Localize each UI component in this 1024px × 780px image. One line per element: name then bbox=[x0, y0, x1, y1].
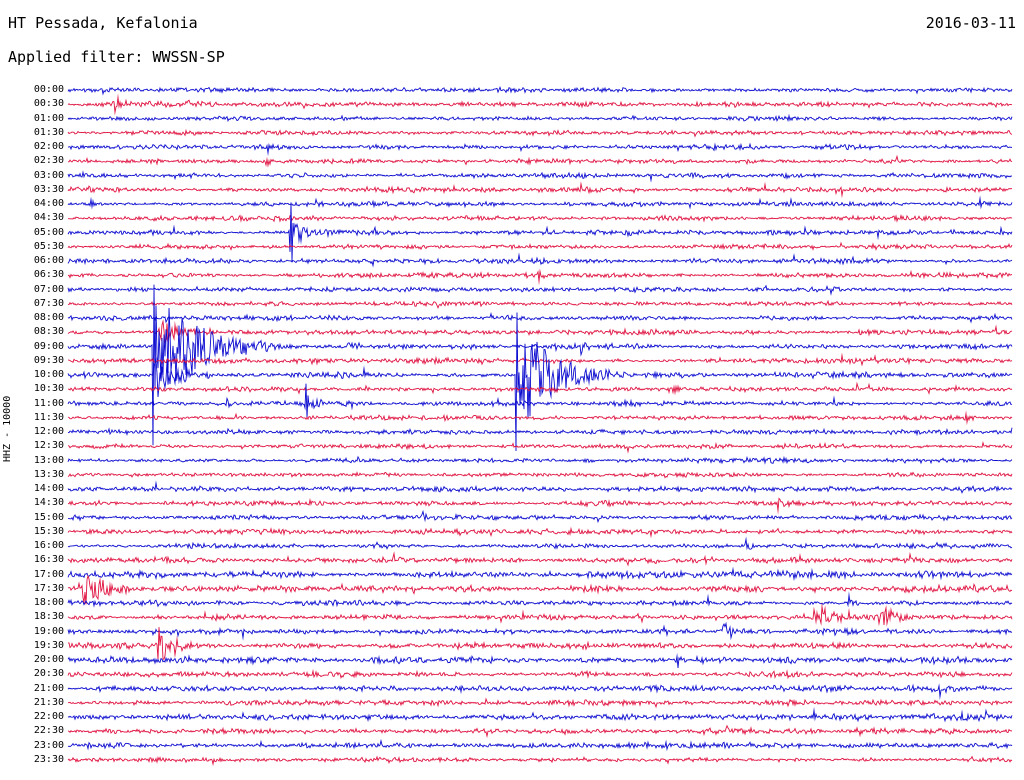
row-time-label: 13:00 bbox=[33, 454, 64, 466]
row-time-label: 12:30 bbox=[33, 440, 64, 452]
row-time-label: 01:00 bbox=[33, 112, 64, 124]
row-time-label: 08:30 bbox=[33, 326, 64, 338]
row-time-label: 04:30 bbox=[33, 212, 64, 224]
row-time-label: 14:30 bbox=[33, 497, 64, 509]
row-time-label: 16:00 bbox=[33, 540, 64, 551]
row-time-label: 12:00 bbox=[33, 426, 64, 437]
row-time-label: 23:00 bbox=[33, 739, 64, 751]
row-time-label: 15:30 bbox=[33, 525, 64, 537]
row-time-label: 15:00 bbox=[33, 511, 64, 523]
row-time-label: 01:30 bbox=[33, 126, 64, 138]
row-time-label: 10:00 bbox=[33, 369, 64, 380]
row-time-label: 13:30 bbox=[33, 468, 64, 480]
row-time-label: 20:00 bbox=[33, 654, 64, 665]
row-time-label: 00:00 bbox=[33, 84, 64, 95]
row-time-label: 17:30 bbox=[33, 582, 64, 594]
row-time-label: 03:00 bbox=[33, 169, 64, 181]
row-time-label: 19:00 bbox=[33, 625, 64, 637]
row-time-label: 03:30 bbox=[33, 183, 64, 195]
row-time-label: 10:30 bbox=[33, 383, 64, 395]
row-time-label: 20:30 bbox=[33, 668, 64, 680]
row-time-label: 07:00 bbox=[33, 283, 64, 295]
row-time-label: 18:30 bbox=[33, 611, 64, 623]
plot-date: 2016-03-11 bbox=[925, 14, 1016, 32]
row-time-label: 19:30 bbox=[33, 639, 64, 651]
row-time-label: 06:30 bbox=[33, 269, 64, 281]
row-time-label: 04:00 bbox=[33, 198, 64, 209]
row-time-label: 21:00 bbox=[33, 682, 64, 694]
row-time-label: 16:30 bbox=[33, 554, 64, 566]
y-axis-label: HHZ - 10000 bbox=[2, 395, 13, 462]
row-time-label: 02:30 bbox=[33, 155, 64, 167]
row-time-label: 09:30 bbox=[33, 354, 64, 366]
station-title: HT Pessada, Kefalonia bbox=[8, 14, 198, 32]
row-time-label: 14:00 bbox=[33, 483, 64, 494]
filter-label: Applied filter: WWSSN-SP bbox=[8, 48, 225, 66]
row-time-label: 05:30 bbox=[33, 240, 64, 252]
row-time-label: 00:30 bbox=[33, 98, 64, 110]
row-time-label: 06:00 bbox=[33, 255, 64, 266]
row-time-label: 22:00 bbox=[33, 711, 64, 722]
row-time-label: 23:30 bbox=[33, 753, 64, 765]
row-time-label: 08:00 bbox=[33, 312, 64, 323]
row-time-label: 02:00 bbox=[33, 141, 64, 152]
row-time-label: 11:00 bbox=[33, 397, 64, 409]
row-time-label: 21:30 bbox=[33, 696, 64, 708]
row-time-label: 07:30 bbox=[33, 297, 64, 309]
row-time-label: 09:00 bbox=[33, 340, 64, 352]
row-time-label: 22:30 bbox=[33, 725, 64, 737]
row-time-label: 05:00 bbox=[33, 226, 64, 238]
row-time-label: 11:30 bbox=[33, 411, 64, 423]
row-time-label: 18:00 bbox=[33, 597, 64, 608]
row-time-label: 17:00 bbox=[33, 568, 64, 580]
